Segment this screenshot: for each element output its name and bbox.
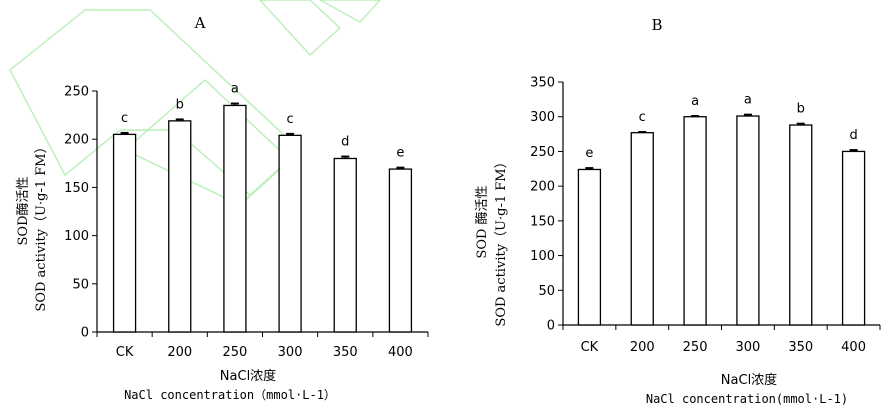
bars-a: c CK b 200 a 250 c 300 d 350 e 400 <box>112 82 413 360</box>
bar-b <box>736 115 760 326</box>
y-tick-label-a: 250 <box>64 85 89 100</box>
y-tick-label-b: 200 <box>530 180 555 195</box>
chart-panel-a: A 0 50 100 150 200 250 c CK b 200 a 250 c 300 d 350 e 40… <box>15 14 429 402</box>
bar-b <box>577 168 602 326</box>
chart-panel-b: B 0 50 100 150 200 250 300 350 e CK c 200 a 250 a 300 b… <box>474 16 881 406</box>
category-label-a: 200 <box>167 345 192 360</box>
x-axis-label-b-line2: NaCl concentration(mmol·L-1) <box>646 392 848 406</box>
significance-label-b: a <box>691 94 699 109</box>
significance-label-a: b <box>176 97 184 112</box>
y-tick-label-a: 200 <box>64 133 89 148</box>
y-tick-label-a: 150 <box>64 181 89 196</box>
bar-a <box>168 120 192 333</box>
x-axis-label-a-line1: NaCl浓度 <box>220 368 276 384</box>
category-label-a: 300 <box>278 345 303 360</box>
significance-label-a: c <box>121 111 128 126</box>
y-tick-label-a: 0 <box>81 326 89 341</box>
category-label-b: 300 <box>736 340 761 355</box>
significance-label-a: a <box>231 82 239 97</box>
category-label-a: CK <box>116 345 134 360</box>
significance-label-b: b <box>797 102 805 117</box>
bar-a <box>333 157 357 333</box>
bar-a <box>278 134 302 333</box>
significance-label-a: e <box>396 146 404 161</box>
bar-a <box>223 104 247 333</box>
y-axis-label-b-line2: SOD activity（U·g-1 FM） <box>494 155 509 326</box>
bars-b: e CK c 200 a 250 a 300 b 350 d 400 <box>577 93 866 355</box>
significance-label-b: e <box>585 146 593 161</box>
category-label-b: 350 <box>788 340 813 355</box>
x-axis-label-a-line2: NaCl concentration（mmol·L-1） <box>124 388 336 402</box>
category-label-b: 400 <box>841 340 866 355</box>
y-axis-label-b-line1: SOD 酶活性 <box>474 185 490 258</box>
y-tick-label-b: 0 <box>547 319 555 334</box>
category-label-b: CK <box>581 340 599 355</box>
bar-b <box>789 124 813 326</box>
x-axis-label-b-line1: NaCl浓度 <box>721 372 777 388</box>
axes-a: 0 50 100 150 200 250 <box>64 85 429 341</box>
category-label-b: 250 <box>683 340 708 355</box>
y-tick-label-b: 50 <box>538 284 555 299</box>
category-label-a: 250 <box>223 345 248 360</box>
y-axis-label-a-line2: SOD activity（U·g-1 FM） <box>34 140 49 311</box>
bar-a <box>112 133 137 333</box>
category-label-b: 200 <box>630 340 655 355</box>
bar-b <box>683 116 707 326</box>
y-tick-label-b: 150 <box>530 214 555 229</box>
panel-label-b: B <box>651 16 662 34</box>
y-axis-label-a-line1: SOD酶活性 <box>15 177 31 246</box>
category-label-a: 400 <box>388 345 413 360</box>
panel-label-a: A <box>194 14 206 32</box>
bar-b <box>630 132 654 326</box>
significance-label-b: a <box>744 93 752 108</box>
significance-label-b: d <box>849 128 857 143</box>
significance-label-b: c <box>639 110 646 125</box>
y-tick-label-b: 100 <box>530 249 555 264</box>
y-tick-label-a: 50 <box>72 277 89 292</box>
y-tick-label-b: 250 <box>530 145 555 160</box>
axes-b: 0 50 100 150 200 250 300 350 <box>530 76 881 334</box>
y-tick-label-b: 350 <box>530 76 555 91</box>
significance-label-a: c <box>287 112 294 127</box>
bar-b <box>841 150 866 326</box>
category-label-a: 350 <box>333 345 358 360</box>
y-tick-label-b: 300 <box>530 110 555 125</box>
y-tick-label-a: 100 <box>64 229 89 244</box>
bar-a <box>388 168 413 333</box>
significance-label-a: d <box>341 135 349 150</box>
